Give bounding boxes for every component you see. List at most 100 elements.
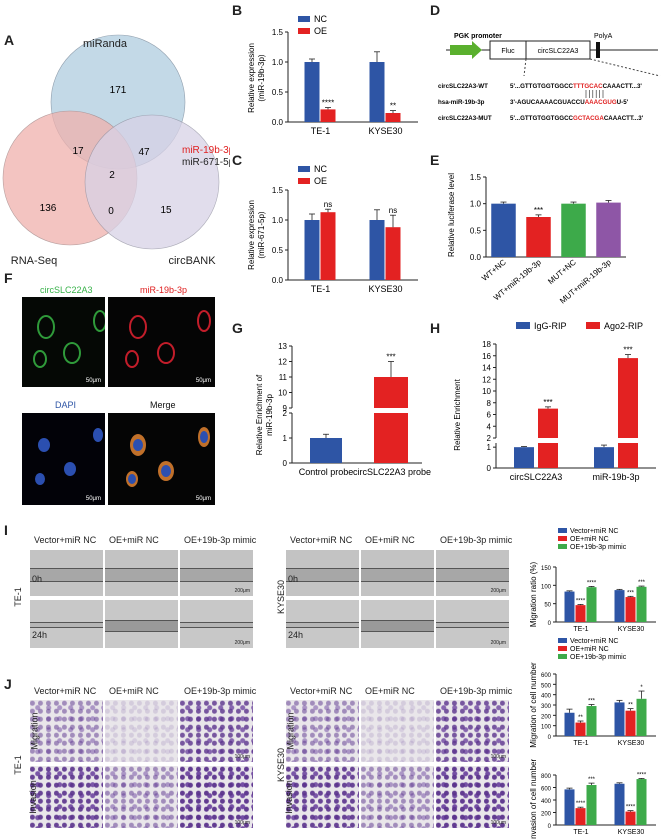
venn-circle-circbank	[84, 114, 220, 250]
y-tick-label: 200	[541, 714, 552, 720]
bar-e-2	[561, 203, 586, 257]
wound-image-0h: 200μm	[436, 550, 509, 596]
significance-label: ***	[386, 353, 395, 362]
bar-I-vector-mir-nc-0	[564, 591, 575, 622]
significance-label: ****	[587, 580, 597, 586]
legend-label-nc: NC	[314, 14, 327, 24]
bar-B-nc-0	[304, 62, 320, 122]
legend-swatch	[558, 646, 567, 651]
venn-highlight-mir19b: miR-19b-3p	[182, 145, 230, 156]
y-tick-label: 400	[541, 799, 552, 805]
y-tick-label: 1	[283, 434, 288, 443]
wound-gap	[286, 568, 359, 582]
wound-gap	[436, 568, 509, 582]
venn-diagram: miRanda RNA-Seq circBANK 171 136 15 17 4…	[2, 34, 230, 267]
transwell-group-label: Vector+miR NC	[290, 686, 353, 696]
y-tick-label: 0	[487, 464, 492, 473]
legend-swatch-nc	[298, 16, 310, 22]
y-axis-label: Invasion of cell number	[529, 759, 538, 839]
y-tick-label: 800	[541, 774, 552, 780]
scale-bar-label: 100μm	[234, 754, 250, 760]
fish-panel-mir19b: 50μm	[108, 297, 215, 387]
y-tick-label: 2	[283, 409, 288, 418]
y-axis-label: Relative expression (miR-19b-3p)	[247, 43, 266, 113]
wound-gap	[105, 568, 178, 582]
bar-I-oe-mir-nc-0	[575, 605, 586, 622]
y-tick-label: 600	[541, 673, 552, 679]
chart-j-invasion-number: 0200400600800*******TE-1********KYSE30In…	[529, 759, 656, 839]
panel-letter-i: I	[4, 522, 8, 538]
wound-image-0h	[286, 550, 359, 596]
wound-cell-line-label: KYSE30	[276, 579, 287, 615]
fish-scale-3: 50μm	[85, 496, 101, 502]
y-tick-label: 13	[278, 342, 287, 351]
transwell-row-label: Migration	[285, 712, 296, 750]
wound-group-label: OE+miR NC	[365, 535, 415, 545]
transwell-image-invasion: 100μm	[436, 766, 509, 828]
y-tick-label: 1.5	[272, 186, 284, 195]
bar-J2-oe-mir-nc-1	[625, 811, 636, 825]
venn-highlight-mir671: miR-671-5p	[182, 157, 230, 168]
category-label: circSLC22A3	[510, 472, 563, 482]
seed-site: TTTGCAC	[573, 83, 603, 90]
y-tick-label: 2	[487, 434, 492, 443]
fish-scale-4: 50μm	[195, 496, 211, 502]
bar-J2-vector-mir-nc-1	[614, 783, 625, 825]
y-axis-label-line: Relative Enrichment of	[255, 374, 264, 455]
y-tick-label: 12	[278, 358, 287, 367]
fish-scale-1: 50μm	[85, 378, 101, 384]
y-tick-label: 50	[544, 603, 551, 609]
bar-I-vector-mir-nc-1	[614, 590, 625, 622]
legend-swatch	[558, 528, 567, 533]
significance-label: ***	[534, 206, 543, 215]
bar-C-oe-1	[385, 227, 401, 280]
transwell-image-migration	[30, 700, 103, 762]
legend-swatch-igg	[516, 322, 530, 329]
bar-J1-oe-19b-3p-mimic-1	[636, 698, 647, 736]
insert-label: circSLC22A3	[538, 48, 579, 55]
fish-label-dapi: DAPI	[55, 400, 77, 410]
transwell-group-label: OE+miR NC	[365, 686, 415, 696]
transwell-image-invasion	[286, 766, 359, 828]
y-tick-label: 10	[278, 389, 287, 398]
significance-label: ****	[576, 801, 586, 807]
legend-label: OE+miR NC	[570, 646, 609, 653]
bar-e-0	[491, 203, 516, 257]
transwell-row-label: Migration	[29, 712, 40, 750]
bar-J2-oe-mir-nc-0	[575, 808, 586, 825]
y-tick-label: 4	[487, 422, 492, 431]
panel-letter-g: G	[232, 320, 243, 336]
legend-label: OE+miR NC	[570, 536, 609, 543]
wound-gap	[180, 622, 253, 628]
wound-time-label: 0h	[288, 574, 299, 584]
transwell-image-migration	[361, 700, 434, 762]
bar-I-oe-19b-3p-mimic-1	[636, 586, 647, 622]
wound-image-0h	[361, 550, 434, 596]
chart-j-migration-number: 0100200300400500600*****TE-1***KYSE30Mig…	[529, 638, 656, 748]
legend-swatch	[558, 536, 567, 541]
transwell-cell-line-label: TE-1	[12, 755, 23, 775]
wound-group-label: Vector+miR NC	[290, 535, 353, 545]
y-axis-label-line: Relative expression	[247, 200, 256, 270]
scale-bar-label: 100μm	[234, 820, 250, 826]
wound-image-24h: 200μm	[180, 600, 253, 648]
y-tick-label: 11	[279, 373, 288, 382]
venn-label-rnaseq: RNA-Seq	[11, 255, 57, 267]
y-axis-label-line: Relative expression	[247, 43, 256, 113]
category-label: KYSE30	[368, 126, 402, 136]
transwell-image-migration	[286, 700, 359, 762]
y-tick-label: 0	[548, 824, 552, 830]
bar-h-ago2-lower-1	[618, 443, 638, 468]
chart-i-migration-ratio: 0 50 100 150 **** **** TE-1 ****** KYSE30 Migrati…	[529, 528, 656, 633]
wound-image-0h: 200μm	[180, 550, 253, 596]
promoter-arrow	[450, 41, 482, 59]
venn-label-miranda: miRanda	[83, 38, 128, 50]
y-tick-label: 0.0	[272, 118, 284, 127]
panel-letter-j: J	[4, 676, 12, 692]
fish-scale-2: 50μm	[195, 378, 211, 384]
promoter-label: PGK promoter	[454, 33, 502, 40]
venn-label-circbank: circBANK	[168, 255, 216, 267]
transwell-image-invasion	[361, 766, 434, 828]
significance-label: **	[628, 703, 633, 709]
venn-count-miranda-only: 171	[110, 85, 127, 96]
